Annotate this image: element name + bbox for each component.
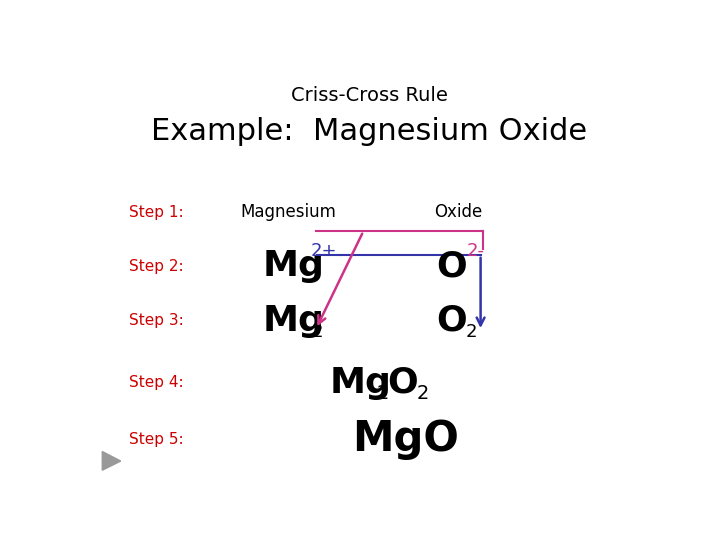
- Text: 2+: 2+: [310, 242, 337, 260]
- Text: Step 5:: Step 5:: [129, 431, 184, 447]
- Text: Criss-Cross Rule: Criss-Cross Rule: [291, 86, 447, 105]
- Text: Mg: Mg: [330, 366, 392, 400]
- Text: Example:  Magnesium Oxide: Example: Magnesium Oxide: [151, 117, 587, 146]
- Text: 2: 2: [417, 384, 429, 403]
- Text: MgO: MgO: [352, 418, 459, 460]
- Text: O: O: [436, 249, 467, 284]
- Text: 2: 2: [466, 323, 477, 341]
- Text: Oxide: Oxide: [434, 204, 482, 221]
- Text: Step 2:: Step 2:: [129, 259, 184, 274]
- Text: Magnesium: Magnesium: [240, 204, 336, 221]
- Text: Step 4:: Step 4:: [129, 375, 184, 390]
- Text: Step 3:: Step 3:: [129, 313, 184, 328]
- Text: O: O: [387, 366, 418, 400]
- Text: Mg: Mg: [263, 303, 325, 338]
- Polygon shape: [102, 451, 121, 470]
- Text: 2: 2: [377, 384, 389, 403]
- Text: Mg: Mg: [263, 249, 325, 284]
- Text: O: O: [436, 303, 467, 338]
- Text: 2-: 2-: [467, 242, 485, 260]
- Text: Step 1:: Step 1:: [129, 205, 184, 220]
- Text: 2: 2: [312, 323, 323, 341]
